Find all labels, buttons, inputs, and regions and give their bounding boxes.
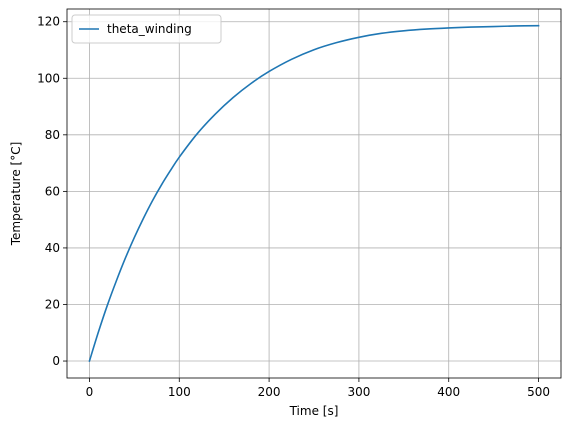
legend-label: theta_winding (107, 22, 192, 36)
x-tick-label: 500 (527, 385, 550, 399)
legend-box (71, 14, 222, 44)
x-tick-label: 200 (258, 385, 281, 399)
grid (67, 9, 561, 378)
x-tick-label: 100 (168, 385, 191, 399)
y-tick-label: 60 (45, 184, 60, 198)
x-axis-label: Time [s] (289, 404, 339, 418)
y-tick-label: 80 (45, 128, 60, 142)
y-tick-label: 40 (45, 241, 60, 255)
series-line-theta-winding (88, 24, 540, 363)
x-tick-label: 400 (437, 385, 460, 399)
y-tick-label: 100 (37, 71, 60, 85)
y-tick-label: 120 (37, 15, 60, 29)
x-tick-label: 300 (347, 385, 370, 399)
y-tick-label: 20 (45, 297, 60, 311)
series-layer (88, 24, 540, 363)
legend: theta_winding (71, 14, 222, 44)
ticks: 0 100 200 300 400 500 0 20 40 60 80 100 120 (37, 15, 550, 399)
x-tick-label: 0 (86, 385, 94, 399)
y-axis-label: Temperature [°C] (9, 142, 23, 247)
y-tick-label: 0 (52, 354, 60, 368)
axes-frame (66, 8, 562, 379)
